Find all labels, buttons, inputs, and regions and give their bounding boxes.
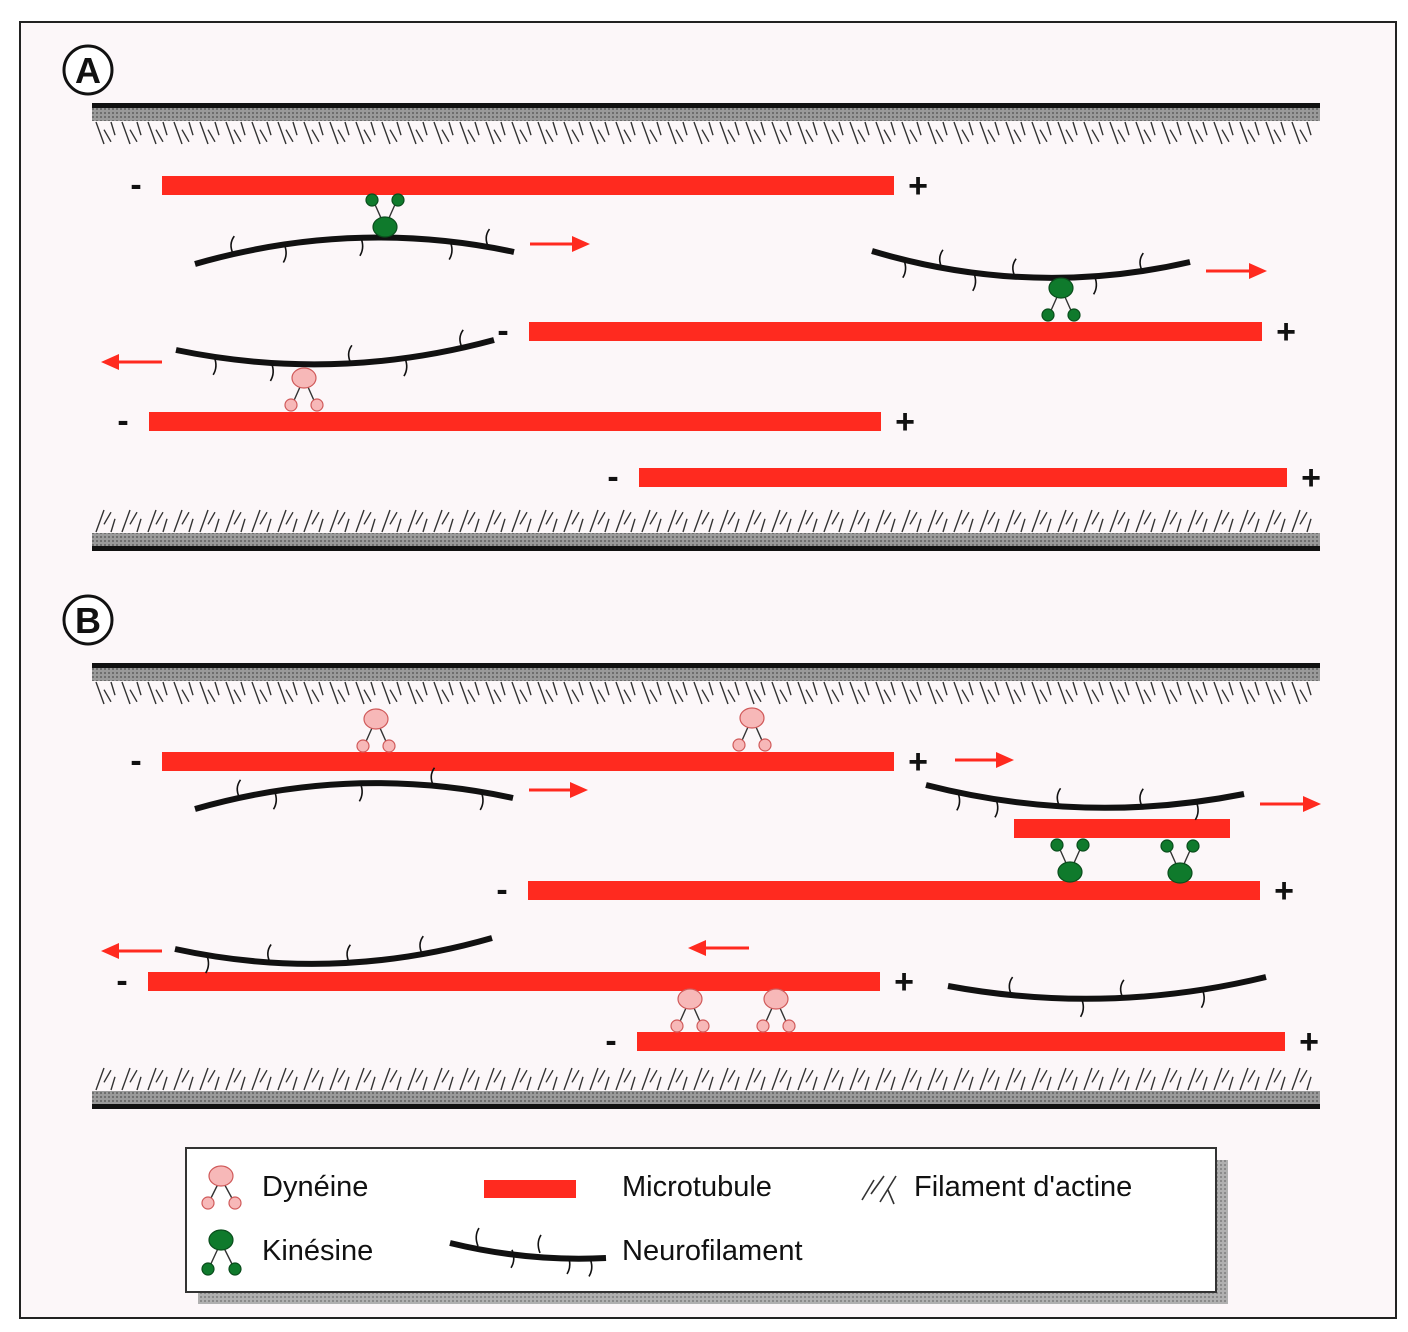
microtubule-a1-plus-end: + (908, 167, 928, 205)
dynein-b1 (356, 708, 396, 753)
arrow-left-a1 (101, 354, 162, 370)
microtubule-b2-plus-end: + (1274, 872, 1294, 910)
kinesin-icon (201, 1229, 242, 1276)
panel-b-badge: B (62, 594, 114, 646)
arrow-right-b3 (1260, 796, 1321, 812)
arrow-right-a2 (1206, 263, 1267, 279)
panel-a-badge: A (62, 44, 114, 96)
microtubule-a4 (639, 468, 1287, 487)
neurofilament-a3 (175, 329, 495, 382)
microtubule-b4-minus-end: - (605, 1022, 616, 1060)
legend-actin-label: Filament d'actine (914, 1171, 1132, 1203)
neurofilament-b4 (947, 974, 1267, 1018)
neurofilament-a1 (194, 228, 515, 267)
legend-microtubule-label: Microtubule (622, 1171, 772, 1203)
microtubule-b4-plus-end: + (1299, 1023, 1319, 1061)
microtubule-a4-plus-end: + (1301, 459, 1321, 497)
microtubule-b3-minus-end: - (116, 962, 127, 1000)
kinesin-a1 (365, 193, 405, 238)
dynein-a1 (284, 367, 324, 412)
microtubule-b3-plus-end: + (894, 963, 914, 1001)
microtubule-b-short (1014, 819, 1230, 838)
neurofilament-b2 (925, 782, 1245, 821)
legend-neurofilament-label: Neurofilament (622, 1235, 803, 1267)
microtubule-b3 (148, 972, 880, 991)
membranes (92, 103, 1320, 1109)
arrows (101, 236, 1321, 959)
microtubule-b1 (162, 752, 894, 771)
legend-dynein-label: Dynéine (262, 1171, 368, 1203)
microtubules (148, 176, 1287, 1051)
membrane-bottom-a (92, 509, 1320, 551)
kinesin-b1 (1050, 838, 1090, 883)
neurofilament-b1 (194, 767, 514, 812)
microtubule-b2-minus-end: - (496, 871, 507, 909)
legend: Dynéine Kinésine Microtubule Neurofilame… (185, 1147, 1228, 1304)
actin-filament-icon (861, 1175, 897, 1205)
membrane-bottom-b (92, 1067, 1320, 1109)
panel-b-label: B (75, 600, 101, 641)
arrow-right-b1 (955, 752, 1014, 768)
polarity-signs: - + - + - + - + - + - + - + - + (116, 166, 1321, 1061)
membrane-top-a (92, 103, 1320, 145)
panel-a-label: A (75, 50, 101, 91)
microtubule-a3-plus-end: + (895, 403, 915, 441)
microtubule-a2-plus-end: + (1276, 313, 1296, 351)
kinesin-b2 (1160, 839, 1200, 884)
dynein-b4 (756, 988, 796, 1033)
microtubule-b2 (528, 881, 1260, 900)
microtubule-b1-minus-end: - (130, 742, 141, 780)
actin-filaments (95, 509, 1312, 533)
legend-box (185, 1147, 1217, 1293)
kinesin-a2 (1041, 277, 1081, 322)
actin-filaments (95, 681, 1312, 705)
neurofilament-b3 (174, 935, 493, 974)
microtubule-a3 (149, 412, 881, 431)
microtubule-a2-minus-end: - (497, 312, 508, 350)
arrow-right-b2 (529, 782, 588, 798)
motors (284, 193, 1200, 1033)
microtubule-a4-minus-end: - (607, 458, 618, 496)
microtubule-a2 (529, 322, 1262, 341)
arrow-left-b2 (688, 940, 749, 956)
neurofilament-swatch (449, 1227, 607, 1277)
microtubule-swatch (484, 1180, 576, 1198)
arrow-left-b1 (101, 943, 162, 959)
membrane-top-b (92, 663, 1320, 705)
microtubule-b1-plus-end: + (908, 743, 928, 781)
dynein-b2 (732, 707, 772, 752)
microtubule-a3-minus-end: - (117, 402, 128, 440)
neurofilaments (174, 228, 1267, 1018)
dynein-icon (201, 1165, 242, 1210)
microtubule-a1-minus-end: - (130, 166, 141, 204)
microtubule-a1 (162, 176, 894, 195)
actin-filaments (95, 121, 1312, 145)
legend-kinesin-label: Kinésine (262, 1235, 373, 1267)
neurofilament-a2 (871, 248, 1191, 295)
microtubule-b4 (637, 1032, 1285, 1051)
dynein-b3 (670, 988, 710, 1033)
arrow-right-a1 (530, 236, 590, 252)
actin-filaments (95, 1067, 1312, 1091)
